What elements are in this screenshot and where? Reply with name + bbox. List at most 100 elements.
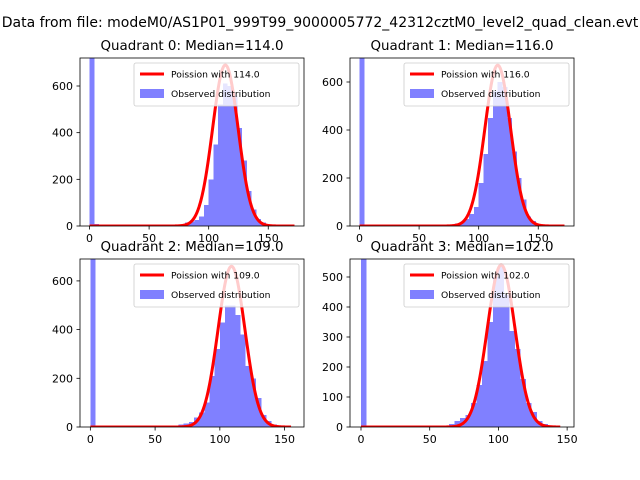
x-tick-label: 150 bbox=[557, 433, 578, 446]
histogram-bar bbox=[250, 378, 257, 427]
histogram-bar bbox=[194, 220, 200, 226]
legend-label-observed: Observed distribution bbox=[171, 290, 271, 301]
legend: Poission with 114.0 Observed distribution bbox=[133, 62, 300, 107]
histogram-bar bbox=[476, 385, 482, 427]
histogram-bar bbox=[514, 349, 521, 427]
legend-box bbox=[133, 263, 300, 308]
legend: Poission with 102.0 Observed distribution bbox=[403, 263, 570, 308]
histogram-bar bbox=[526, 216, 532, 226]
legend: Poission with 109.0 Observed distribution bbox=[133, 263, 300, 308]
y-tick-label: 200 bbox=[52, 173, 73, 186]
subplot-title: Quadrant 2: Median=109.0 bbox=[101, 240, 284, 255]
x-tick-label: 0 bbox=[86, 232, 93, 245]
plot-area-3 bbox=[360, 259, 562, 427]
legend-box bbox=[403, 263, 570, 308]
subplot-title: Quadrant 3: Median=102.0 bbox=[371, 240, 554, 255]
y-tick-label: 400 bbox=[52, 324, 73, 337]
axes-frame bbox=[349, 258, 575, 428]
legend-label-observed: Observed distribution bbox=[171, 89, 271, 100]
histogram-bar bbox=[90, 259, 96, 427]
legend-bar-swatch bbox=[140, 290, 164, 299]
poisson-curve bbox=[360, 263, 562, 427]
histogram-bar bbox=[189, 221, 195, 226]
histogram-bar bbox=[240, 334, 246, 427]
y-tick-label: 200 bbox=[322, 172, 343, 185]
histogram-bar bbox=[481, 361, 488, 427]
histogram-bar bbox=[360, 259, 367, 427]
x-tick-label: 50 bbox=[412, 232, 426, 245]
histogram-bar bbox=[204, 402, 210, 427]
x-tick-label: 50 bbox=[142, 232, 156, 245]
histogram-bar bbox=[498, 265, 504, 427]
histogram-bar bbox=[525, 403, 532, 427]
y-tick-label: 600 bbox=[322, 76, 343, 89]
y-tick-label: 0 bbox=[66, 421, 73, 434]
poisson-curve bbox=[89, 264, 292, 427]
poisson-curve bbox=[358, 63, 566, 226]
histogram-bar bbox=[516, 178, 522, 226]
histogram-bar bbox=[237, 128, 243, 226]
y-tick-label: 600 bbox=[52, 80, 73, 93]
histogram-bar bbox=[503, 295, 510, 427]
histogram-bar bbox=[483, 154, 489, 226]
histogram-bar bbox=[218, 104, 223, 226]
subplot-1: 0 50 100 150 0 200 400 600 Quadrant 1: Median=11… bbox=[322, 39, 575, 245]
histogram-bar bbox=[222, 83, 228, 226]
histogram-bar bbox=[492, 91, 498, 226]
x-tick-label: 0 bbox=[357, 433, 364, 446]
histogram-bar bbox=[473, 206, 479, 226]
x-tick-label: 100 bbox=[468, 232, 489, 245]
histogram-bar bbox=[512, 151, 517, 226]
x-tick-label: 50 bbox=[423, 433, 437, 446]
legend-box bbox=[403, 62, 570, 107]
histogram-bar bbox=[470, 403, 477, 427]
histogram-bar bbox=[507, 118, 513, 226]
histogram-bar bbox=[359, 58, 365, 226]
histogram-bar bbox=[464, 218, 470, 226]
y-tick-label: 400 bbox=[322, 301, 343, 314]
histogram-bar bbox=[242, 160, 247, 226]
legend-label-poisson: Poission with 109.0 bbox=[171, 271, 260, 282]
plot-area-1 bbox=[358, 58, 566, 226]
histogram-bar bbox=[235, 315, 241, 427]
y-tick-label: 0 bbox=[66, 220, 73, 233]
x-tick-label: 0 bbox=[356, 232, 363, 245]
histogram-bar bbox=[478, 182, 484, 226]
y-tick-label: 0 bbox=[336, 421, 343, 434]
plot-area-0 bbox=[88, 58, 296, 226]
x-tick-label: 100 bbox=[488, 433, 509, 446]
histogram-bar bbox=[246, 191, 252, 226]
y-tick-label: 300 bbox=[322, 331, 343, 344]
legend-bar-swatch bbox=[410, 290, 434, 299]
x-tick-label: 150 bbox=[528, 232, 549, 245]
legend-label-poisson: Poission with 114.0 bbox=[171, 70, 260, 81]
legend-label-poisson: Poission with 116.0 bbox=[441, 70, 530, 81]
histogram-bar bbox=[256, 397, 262, 427]
histogram-bar bbox=[492, 277, 499, 427]
axes-frame bbox=[79, 258, 305, 428]
histogram-bar bbox=[261, 414, 267, 427]
histogram-bar bbox=[214, 349, 220, 427]
subplot-title: Quadrant 0: Median=114.0 bbox=[101, 39, 284, 54]
subplot-3: 0 50 100 150 0 100 200 300 400 500 Quadrant 3: Med… bbox=[322, 240, 578, 446]
histogram-bar bbox=[509, 331, 515, 427]
histogram-bar bbox=[232, 95, 238, 226]
histogram-bar bbox=[199, 216, 204, 226]
x-tick-label: 50 bbox=[148, 433, 162, 446]
histogram-bar bbox=[213, 144, 219, 226]
plot-area-2 bbox=[89, 259, 292, 427]
y-tick-label: 400 bbox=[52, 127, 73, 140]
histogram-bar bbox=[227, 86, 233, 226]
histogram-bar bbox=[502, 86, 508, 226]
histogram-bar bbox=[203, 205, 209, 226]
subplot-2: 0 50 100 150 0 200 400 600 Quadrant 2: Median=10… bbox=[52, 240, 305, 446]
histogram-bar bbox=[219, 322, 226, 427]
histogram-bar bbox=[454, 421, 460, 427]
axes-frame bbox=[349, 57, 575, 227]
y-tick-label: 100 bbox=[322, 391, 343, 404]
axes-frame bbox=[79, 57, 305, 227]
y-tick-label: 500 bbox=[322, 271, 343, 284]
histogram-bar bbox=[520, 379, 526, 427]
x-tick-label: 100 bbox=[198, 232, 219, 245]
histogram-bar bbox=[497, 82, 503, 226]
